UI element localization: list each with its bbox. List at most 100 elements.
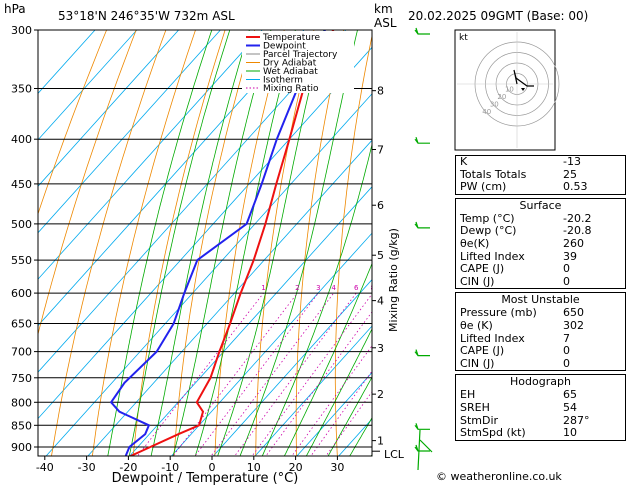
- index-label: θe (K): [460, 318, 493, 332]
- p-tick-label: 900: [11, 441, 32, 454]
- indices-top-box: K -13 Totals Totals 25 PW (cm) 0.53: [455, 155, 626, 195]
- index-row: CIN (J) 0: [456, 356, 625, 371]
- index-label: EH: [460, 388, 476, 402]
- most-unstable-box: Most Unstable Pressure (mb) 650 θe (K) 302 L…: [455, 292, 626, 372]
- x-tick-label: 10: [247, 461, 261, 474]
- index-label: θe(K): [460, 236, 490, 250]
- index-row: Temp (°C) -20.2: [456, 211, 625, 226]
- isotherm-line: [38, 30, 180, 187]
- index-value: 0: [563, 262, 570, 276]
- legend-label: Dewpoint: [263, 42, 306, 52]
- index-value: -20.2: [563, 211, 592, 225]
- wind-barb-icon: [414, 423, 430, 430]
- p-tick-label: 850: [11, 419, 32, 432]
- x-tick-label: 20: [289, 461, 303, 474]
- isobars: [38, 30, 372, 448]
- wind-barb-icon: [414, 349, 430, 357]
- km-tick-label: 4: [377, 295, 384, 308]
- mixing-ratio-line: [172, 292, 298, 456]
- hodograph-ring-label: 20: [497, 93, 506, 101]
- plot-area: 1 2 3 4 6 8 10 15 20 25: [38, 4, 447, 486]
- index-label: CAPE (J): [460, 262, 505, 276]
- index-row: K -13: [456, 155, 625, 169]
- x-tick-label: -40: [36, 461, 54, 474]
- index-label: Lifted Index: [460, 331, 525, 345]
- wet-adiabat-line: [283, 262, 372, 456]
- index-value: 0: [563, 274, 570, 288]
- index-label: K: [460, 155, 468, 168]
- wind-barb-icon: [414, 137, 430, 144]
- index-row: PW (cm) 0.53: [456, 181, 625, 194]
- asl-label: ASL: [374, 16, 397, 30]
- index-row: Lifted Index 39: [456, 249, 625, 264]
- index-value: 0: [563, 344, 570, 358]
- p-tick-label: 600: [11, 287, 32, 300]
- p-tick-label: 550: [11, 254, 32, 267]
- mixing-ratio-line: [210, 292, 335, 456]
- legend-label: Parcel Trajectory: [263, 50, 338, 60]
- wind-barbs: [414, 27, 433, 471]
- axes: 300350400450500550600650700750800850900-…: [11, 24, 405, 474]
- mixing-ratio-line: [234, 292, 357, 456]
- x-tick-label: -10: [161, 461, 179, 474]
- mixing-ratio-line: [325, 391, 372, 456]
- legend-label: Wet Adiabat: [263, 67, 318, 77]
- hodograph-index-table: EH 65 SREH 54 StmDir 287° StmSpd (kt) 10: [456, 389, 625, 439]
- index-value: 302: [563, 318, 584, 332]
- hodograph-index-box: Hodograph EH 65 SREH 54 StmDir 287° StmSpd (kt…: [455, 374, 626, 441]
- index-row: Pressure (mb) 650: [456, 307, 625, 320]
- wind-barb-icon: [414, 27, 430, 35]
- index-value: 0: [563, 356, 570, 370]
- hodograph-trace: [513, 69, 534, 87]
- mixing-ratio-label: 2: [295, 284, 299, 292]
- p-tick-label: 300: [11, 24, 32, 37]
- p-tick-label: 500: [11, 218, 32, 231]
- index-value: 0.53: [563, 180, 588, 194]
- hodograph-ring-label: 10: [505, 86, 514, 94]
- lcl-label: LCL: [384, 448, 405, 461]
- index-value: 10: [563, 426, 577, 440]
- mixing-ratio-label: 25: [438, 284, 447, 292]
- p-tick-label: 400: [11, 133, 32, 146]
- mixing-ratio-label: 8: [370, 284, 374, 292]
- hodograph-ring-label: 40: [482, 108, 491, 116]
- wind-barb-icon: [414, 444, 430, 452]
- index-label: Pressure (mb): [460, 306, 537, 320]
- isotherm-line: [87, 139, 372, 456]
- index-value: 650: [563, 306, 584, 320]
- x-tick-label: 0: [209, 461, 216, 474]
- index-row: SREH 54: [456, 400, 625, 415]
- km-tick-label: 7: [377, 143, 384, 156]
- wet-adiabat-line: [305, 328, 372, 456]
- index-row: CIN (J) 0: [456, 274, 625, 289]
- index-value: 39: [563, 249, 577, 263]
- legend-label: Mixing Ratio: [263, 84, 319, 94]
- km-label: km: [374, 2, 393, 16]
- index-value: -13: [563, 155, 581, 168]
- index-value: 25: [563, 167, 577, 181]
- footer-credit[interactable]: © weatheronline.co.uk: [436, 470, 562, 483]
- km-tick-label: 1: [377, 435, 384, 448]
- legend-label: Temperature: [262, 33, 320, 43]
- wet-adiabat-line: [261, 142, 372, 456]
- location-title: 53°18'N 246°35'W 732m ASL: [58, 9, 235, 23]
- hodograph-index-title: Hodograph: [510, 375, 571, 389]
- most-unstable-title: Most Unstable: [501, 293, 580, 307]
- wind-barb-icon: [417, 429, 433, 471]
- dry-adiabat-line: [410, 4, 437, 486]
- hodograph-unit: kt: [459, 33, 468, 43]
- index-label: Temp (°C): [460, 211, 515, 225]
- index-row: CAPE (J) 0: [456, 345, 625, 358]
- isotherm-line: [45, 93, 372, 456]
- index-label: SREH: [460, 400, 490, 414]
- x-tick-label: -30: [78, 461, 96, 474]
- mixing-ratio-line: [251, 293, 372, 456]
- wet-adiabat-line: [150, 30, 250, 456]
- index-row: StmDir 287°: [456, 413, 625, 428]
- p-tick-label: 800: [11, 396, 32, 409]
- index-value: 287°: [563, 413, 590, 427]
- series-line-dewpoint: [109, 30, 326, 456]
- index-label: Totals Totals: [460, 167, 527, 181]
- mixing-ratio-label: 3: [316, 284, 320, 292]
- isotherm-line: [170, 232, 372, 456]
